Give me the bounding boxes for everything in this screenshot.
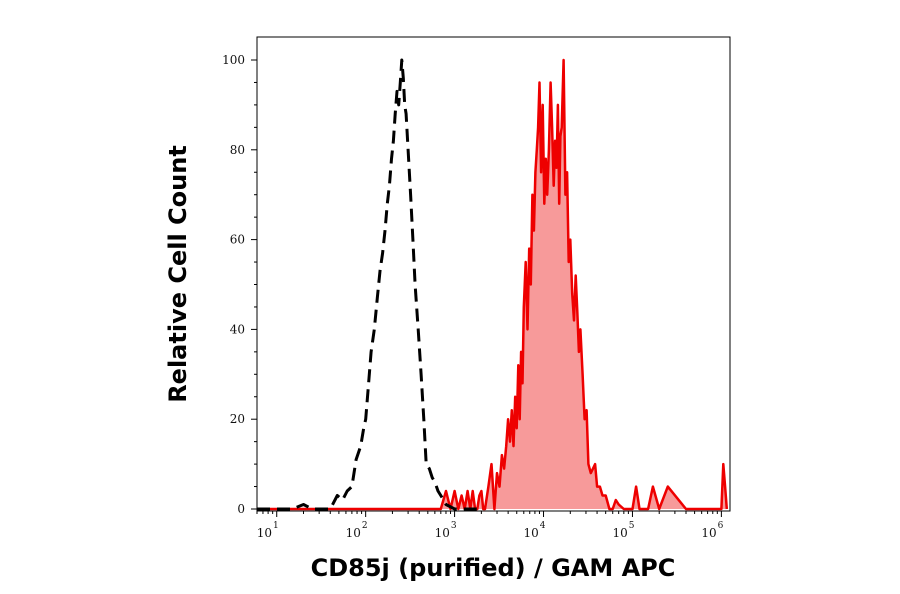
x-axis-title: CD85j (purified) / GAM APC	[311, 554, 676, 582]
y-tick-label: 100	[222, 53, 245, 67]
y-tick-label: 60	[230, 233, 245, 247]
x-tick-exponent: 1	[273, 521, 279, 531]
x-tick-label: 105	[612, 521, 634, 540]
y-tick-label: 80	[230, 143, 245, 157]
x-tick-exponent: 6	[718, 521, 724, 531]
y-tick-label: 0	[237, 502, 245, 516]
series-1-line	[257, 58, 729, 511]
y-tick-label: 40	[230, 322, 245, 336]
x-tick-label: 103	[435, 521, 457, 540]
x-tick-label: 104	[524, 521, 546, 540]
series-1-area	[257, 60, 727, 509]
x-tick-label: 106	[701, 521, 723, 540]
x-tick-exponent: 5	[629, 521, 635, 531]
x-tick-exponent: 2	[362, 521, 368, 531]
y-tick-label: 20	[230, 412, 245, 426]
plot-layer	[257, 58, 729, 511]
y-axis-title: Relative Cell Count	[164, 145, 192, 403]
series-0-line	[257, 58, 482, 511]
plot-frame	[256, 36, 731, 512]
x-tick-label: 102	[346, 521, 368, 540]
x-tick-exponent: 3	[451, 521, 457, 531]
x-tick-exponent: 4	[540, 521, 546, 531]
axes-layer: 0 20 40 60 80 100 101 102 103 104 105 106	[222, 36, 731, 540]
x-tick-label: 101	[257, 521, 279, 540]
